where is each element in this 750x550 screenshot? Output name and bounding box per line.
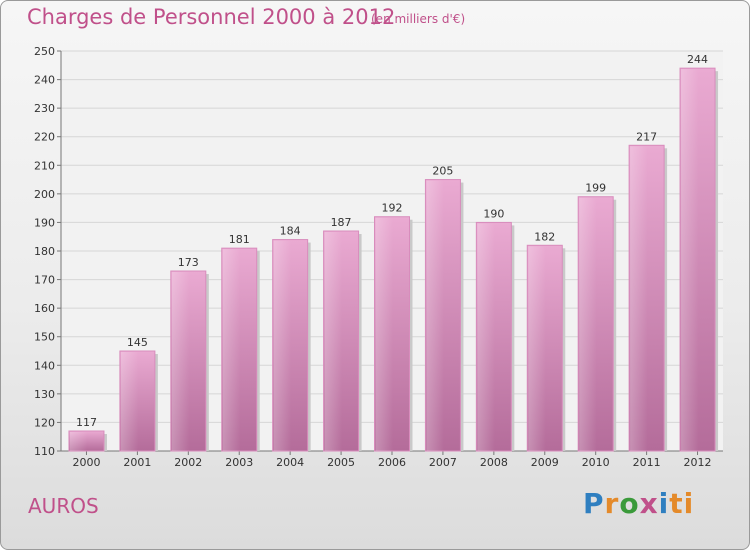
- x-tick-label: 2011: [633, 456, 661, 469]
- bar-layer: 117 145 173 181 184 187 192 205 190 182 199 217 244: [68, 53, 719, 452]
- bar-highlight: [528, 246, 546, 451]
- data-label: 217: [636, 130, 657, 143]
- data-label: 181: [229, 233, 250, 246]
- data-label: 182: [534, 230, 555, 243]
- logo-letter: o: [619, 487, 640, 520]
- y-tick-label: 240: [34, 74, 55, 87]
- data-label: 244: [687, 53, 708, 66]
- y-tick-label: 150: [34, 331, 55, 344]
- x-tick-label: 2007: [429, 456, 457, 469]
- data-label: 117: [76, 416, 97, 429]
- bar-highlight: [171, 272, 190, 451]
- bar-highlight: [324, 232, 343, 451]
- y-tick-label: 110: [34, 445, 55, 458]
- bar-highlight: [273, 240, 292, 451]
- x-tick-label: 2012: [684, 456, 712, 469]
- bar-highlight: [426, 180, 444, 452]
- y-tick-label: 190: [34, 216, 55, 229]
- logo-letter: x: [639, 487, 659, 520]
- x-tick-label: 2005: [327, 456, 355, 469]
- y-tick-label: 230: [34, 102, 55, 115]
- y-tick-label: 200: [34, 188, 55, 201]
- x-tick-label: 2006: [378, 456, 406, 469]
- data-label: 205: [432, 165, 453, 178]
- x-tick-label: 2002: [174, 456, 202, 469]
- x-tick-label: 2000: [72, 456, 100, 469]
- bar-highlight: [375, 217, 393, 451]
- x-tick-label: 2008: [480, 456, 508, 469]
- y-tick-label: 220: [34, 131, 55, 144]
- data-label: 187: [331, 216, 352, 229]
- place-name: AUROS: [28, 494, 99, 518]
- logo-letter: r: [604, 487, 620, 520]
- proxiti-logo[interactable]: Proxiti: [583, 487, 694, 520]
- x-tick-label: 2009: [531, 456, 559, 469]
- y-tick-label: 130: [34, 388, 55, 401]
- x-tick-label: 2003: [225, 456, 253, 469]
- data-label: 190: [483, 207, 504, 220]
- bar-highlight: [681, 69, 699, 452]
- bar-highlight: [120, 352, 139, 451]
- data-label: 199: [585, 182, 606, 195]
- y-tick-label: 140: [34, 359, 55, 372]
- bar-highlight: [69, 432, 88, 451]
- x-tick-label: 2004: [276, 456, 304, 469]
- y-tick-label: 210: [34, 159, 55, 172]
- chart-subtitle: (en milliers d'€): [371, 12, 466, 26]
- logo-letter: i: [658, 487, 670, 520]
- x-tick-label: 2010: [582, 456, 610, 469]
- data-label: 145: [127, 336, 148, 349]
- data-label: 173: [178, 256, 199, 269]
- y-tick-label: 120: [34, 416, 55, 429]
- bar-highlight: [579, 197, 597, 451]
- bar-highlight: [222, 249, 241, 451]
- y-tick-label: 160: [34, 302, 55, 315]
- y-tick-label: 170: [34, 274, 55, 287]
- chart-title: Charges de Personnel 2000 à 2012: [27, 5, 396, 29]
- data-label: 184: [280, 225, 301, 238]
- logo-letter: P: [583, 487, 605, 520]
- y-tick-label: 250: [34, 45, 55, 58]
- bar-highlight: [630, 146, 648, 452]
- bar-highlight: [477, 223, 495, 451]
- data-label: 192: [382, 202, 403, 215]
- x-tick-label: 2001: [123, 456, 151, 469]
- y-tick-label: 180: [34, 245, 55, 258]
- logo-letter: ti: [669, 487, 695, 520]
